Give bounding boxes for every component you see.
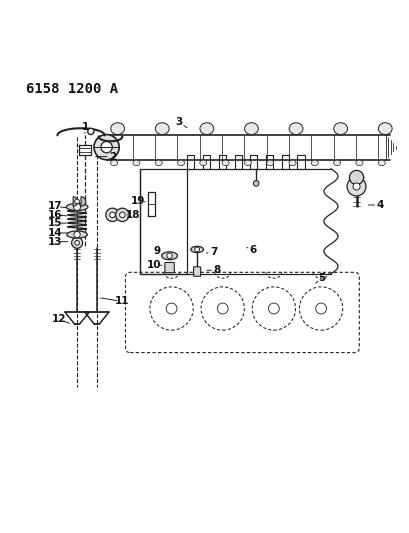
- Text: 19: 19: [130, 196, 145, 206]
- Text: 8: 8: [213, 265, 220, 276]
- Circle shape: [88, 128, 94, 134]
- Circle shape: [346, 177, 365, 196]
- Circle shape: [150, 287, 193, 330]
- Circle shape: [268, 303, 279, 314]
- Text: 6: 6: [249, 245, 256, 255]
- Text: 11: 11: [115, 296, 129, 306]
- Circle shape: [166, 253, 172, 259]
- Circle shape: [106, 208, 119, 222]
- Circle shape: [299, 287, 342, 330]
- Ellipse shape: [190, 246, 203, 253]
- Circle shape: [252, 287, 295, 330]
- Text: 7: 7: [209, 247, 217, 257]
- Circle shape: [217, 303, 227, 314]
- Ellipse shape: [200, 123, 213, 134]
- Text: 6158 1200 A: 6158 1200 A: [26, 82, 118, 96]
- Ellipse shape: [66, 204, 88, 211]
- Ellipse shape: [333, 123, 347, 134]
- FancyBboxPatch shape: [193, 267, 200, 276]
- Text: 9: 9: [153, 246, 160, 256]
- Ellipse shape: [377, 160, 384, 166]
- Circle shape: [200, 287, 244, 330]
- Wedge shape: [81, 197, 85, 206]
- Circle shape: [194, 247, 199, 252]
- Text: 14: 14: [47, 228, 62, 238]
- Text: 18: 18: [126, 210, 140, 220]
- Circle shape: [74, 240, 79, 245]
- Circle shape: [253, 181, 258, 186]
- Circle shape: [352, 183, 359, 190]
- Circle shape: [166, 303, 177, 314]
- Circle shape: [348, 171, 363, 184]
- Ellipse shape: [133, 160, 139, 166]
- Text: 17: 17: [47, 201, 62, 211]
- Circle shape: [101, 141, 112, 153]
- Ellipse shape: [161, 252, 177, 260]
- Circle shape: [315, 303, 326, 314]
- Text: 12: 12: [51, 314, 66, 324]
- Circle shape: [119, 212, 125, 217]
- Text: 16: 16: [47, 210, 62, 220]
- Ellipse shape: [244, 123, 258, 134]
- Wedge shape: [73, 197, 78, 206]
- Ellipse shape: [355, 160, 362, 166]
- Text: 10: 10: [146, 260, 161, 270]
- Text: 2: 2: [109, 151, 116, 161]
- Ellipse shape: [110, 123, 124, 134]
- Ellipse shape: [155, 160, 162, 166]
- Text: 1: 1: [81, 122, 88, 132]
- Text: 3: 3: [175, 117, 182, 127]
- Circle shape: [94, 134, 119, 160]
- Circle shape: [74, 199, 79, 204]
- Ellipse shape: [155, 123, 169, 134]
- Circle shape: [73, 204, 81, 211]
- Ellipse shape: [244, 160, 251, 166]
- Ellipse shape: [222, 160, 229, 166]
- FancyBboxPatch shape: [164, 262, 174, 273]
- Ellipse shape: [110, 160, 117, 166]
- Circle shape: [74, 231, 80, 238]
- Ellipse shape: [199, 160, 206, 166]
- Text: 4: 4: [375, 200, 383, 210]
- Text: 15: 15: [47, 218, 62, 228]
- Ellipse shape: [310, 160, 317, 166]
- Circle shape: [72, 237, 82, 248]
- Ellipse shape: [333, 160, 340, 166]
- Text: 5: 5: [318, 273, 325, 283]
- Ellipse shape: [177, 160, 184, 166]
- Ellipse shape: [288, 123, 302, 134]
- Ellipse shape: [67, 231, 87, 238]
- Ellipse shape: [378, 123, 391, 134]
- Circle shape: [110, 212, 115, 217]
- Ellipse shape: [266, 160, 273, 166]
- Text: 13: 13: [47, 237, 62, 247]
- Ellipse shape: [288, 160, 295, 166]
- Circle shape: [115, 208, 129, 222]
